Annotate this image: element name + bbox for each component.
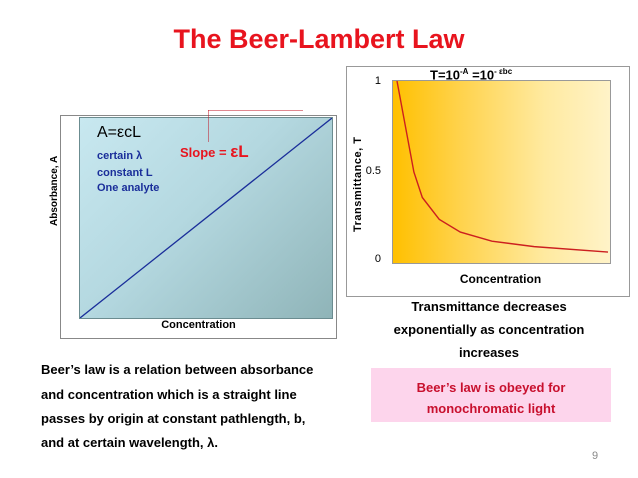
- t-eq-exp2: - εbc: [494, 67, 513, 76]
- condition-wavelength: certain λ: [97, 150, 143, 162]
- body-line-4: and at certain wavelength, λ.: [41, 435, 218, 450]
- absorbance-chart: Absorbance, A Concentration: [49, 115, 337, 339]
- description-line-3: increases: [459, 345, 519, 360]
- t-eq-exp1: -A: [460, 67, 469, 76]
- slope-callout-line: [208, 110, 303, 142]
- body-line-1: Beer’s law is a relation between absorba…: [41, 362, 314, 377]
- absorbance-equation: A=εcL: [97, 124, 142, 141]
- transmittance-curve: [396, 81, 609, 253]
- transmittance-equation: T=10-A =10- εbc: [430, 67, 512, 82]
- absorbance-line-svg: [80, 118, 332, 318]
- transmittance-plot-area: [392, 80, 611, 264]
- slope-value: εL: [230, 142, 249, 161]
- monochromatic-note: Beer’s law is obeyed for monochromatic l…: [371, 368, 611, 422]
- note-line-2: monochromatic light: [426, 401, 556, 416]
- absorbance-line: [80, 118, 332, 318]
- body-line-3: passes by origin at constant pathlength,…: [41, 411, 306, 426]
- absorbance-plot-area: [79, 117, 333, 319]
- transmittance-x-label: Concentration: [459, 272, 542, 286]
- description-line-1: Transmittance decreases: [411, 299, 567, 314]
- t-eq-base: T=10: [430, 67, 460, 83]
- transmittance-curve-svg: [396, 81, 609, 253]
- t-eq-mid: =10: [468, 67, 495, 83]
- y-tick-0-5: 0.5: [365, 165, 381, 177]
- absorbance-x-label: Concentration: [161, 319, 236, 331]
- transmittance-y-label: Transmittance, T: [352, 136, 364, 232]
- slope-label: Slope = εL: [180, 142, 249, 162]
- note-line-1: Beer’s law is obeyed for: [416, 380, 566, 395]
- absorbance-y-label: Absorbance, A: [49, 155, 60, 226]
- page-number: 9: [592, 450, 599, 462]
- y-tick-1: 1: [374, 75, 381, 87]
- slide-title: The Beer-Lambert Law: [173, 24, 465, 54]
- body-line-2: and concentration which is a straight li…: [41, 387, 297, 402]
- description-line-2: exponentially as concentration: [393, 322, 585, 337]
- condition-analyte: One analyte: [97, 182, 160, 194]
- y-tick-0: 0: [374, 253, 381, 265]
- slope-text: Slope =: [180, 145, 231, 160]
- condition-pathlength: constant L: [97, 167, 153, 179]
